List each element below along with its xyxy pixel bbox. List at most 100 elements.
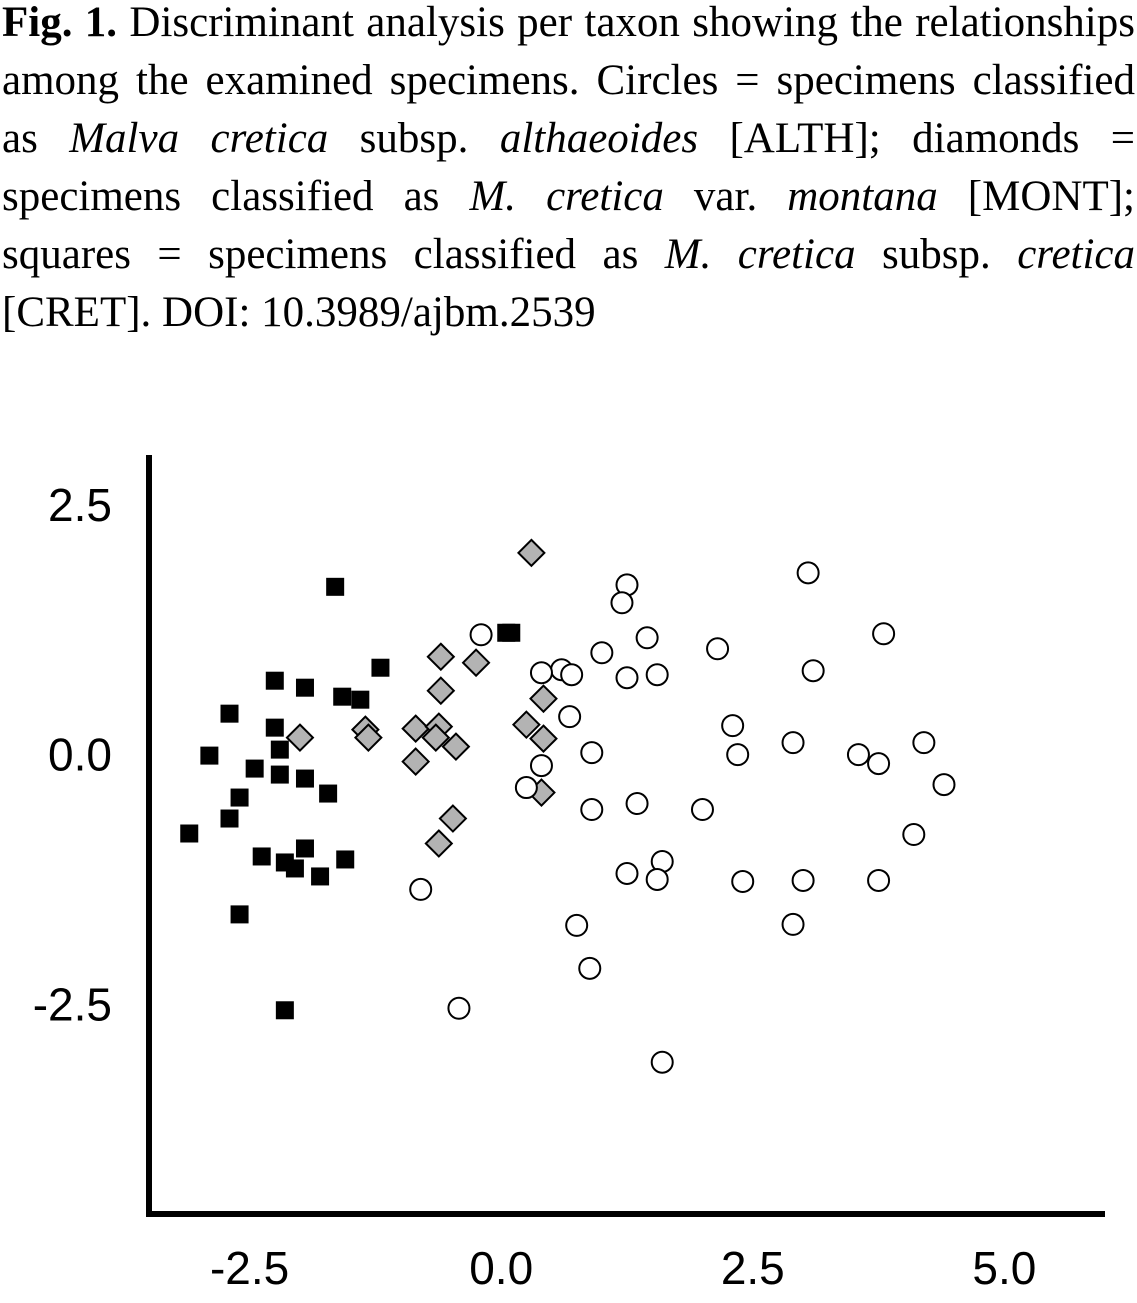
- square-point: [319, 784, 338, 803]
- circle-point: [558, 705, 582, 729]
- circle-point: [514, 776, 538, 800]
- circle-point: [580, 798, 604, 822]
- circle-point: [912, 731, 936, 755]
- caption-text-2: subsp.: [328, 115, 500, 162]
- diamond-point: [529, 684, 558, 714]
- square-point: [295, 678, 314, 697]
- diamond-point: [511, 710, 541, 740]
- square-point: [351, 690, 370, 709]
- diamond-point: [421, 723, 451, 753]
- diamond-point: [401, 714, 431, 744]
- circle-point: [560, 663, 584, 687]
- square-point: [371, 658, 390, 677]
- circle-point: [409, 877, 433, 901]
- circle-point: [447, 996, 471, 1020]
- x-tick-label: 5.0: [972, 1242, 1036, 1294]
- square-point: [220, 809, 239, 828]
- x-tick-labels: -2.5 0.0 2.5 5.0: [210, 1242, 1036, 1294]
- y-tick-label: 0.0: [48, 729, 112, 781]
- circle-point: [781, 731, 805, 755]
- circle-point: [635, 626, 659, 650]
- circle-point: [902, 823, 926, 846]
- circle-point: [796, 561, 820, 585]
- circle-point: [469, 623, 493, 647]
- circle-point: [801, 659, 825, 683]
- caption-text-7: [CRET]. DOI: 10.3989/ajbm.2539: [2, 289, 596, 336]
- y-tick-label: -2.5: [33, 978, 112, 1030]
- caption-taxon-6: cretica: [1017, 231, 1136, 278]
- circle-point: [721, 714, 745, 738]
- diamond-point: [353, 723, 383, 753]
- square-point: [180, 824, 199, 843]
- circle-point: [731, 869, 755, 893]
- circle-point: [706, 637, 730, 661]
- square-point: [497, 623, 516, 642]
- square-point: [200, 746, 219, 765]
- x-tick-label: -2.5: [210, 1242, 289, 1294]
- caption-taxon-1: Malva cretica: [69, 115, 329, 162]
- diamond-point: [516, 538, 546, 568]
- circle-point: [791, 868, 815, 892]
- square-point: [326, 577, 345, 596]
- caption-text-4: var.: [663, 173, 788, 220]
- square-point: [245, 759, 264, 778]
- square-point: [230, 905, 249, 924]
- caption-taxon-3: M. cretica: [469, 173, 664, 220]
- caption-taxon-4: montana: [787, 173, 938, 220]
- circle-point: [846, 743, 870, 767]
- circle-point: [932, 773, 956, 797]
- circle-point: [625, 792, 649, 816]
- diamond-point: [426, 642, 456, 672]
- caption-taxon-2: althaeoides: [499, 115, 699, 162]
- square-point: [285, 859, 304, 878]
- square-point: [265, 718, 284, 737]
- circle-point: [580, 741, 604, 765]
- square-point: [220, 704, 239, 723]
- circle-point: [565, 913, 589, 937]
- figure-number: Fig. 1.: [2, 0, 118, 46]
- circle-point: [867, 752, 891, 776]
- circle-point: [645, 663, 669, 687]
- circle-point: [690, 798, 714, 822]
- diamond-point: [426, 676, 456, 706]
- diamond-point: [401, 747, 431, 777]
- x-tick-label: 0.0: [469, 1242, 533, 1294]
- figure-caption: Fig. 1. Discriminant analysis per taxon …: [2, 0, 1135, 342]
- circle-point: [610, 591, 634, 615]
- circle-point: [650, 1050, 674, 1074]
- square-point: [270, 740, 289, 759]
- circle-point: [872, 622, 896, 646]
- circle-point: [781, 912, 805, 936]
- square-point: [336, 850, 355, 869]
- caption-taxon-5: M. cretica: [664, 231, 856, 278]
- circle-point: [645, 867, 669, 891]
- diamond-point: [529, 724, 558, 754]
- circle-point: [529, 754, 553, 778]
- square-point: [295, 839, 314, 858]
- square-point: [333, 687, 352, 706]
- diamond-point: [438, 804, 468, 833]
- square-point: [295, 769, 314, 788]
- square-point: [265, 671, 284, 690]
- data-points: [180, 538, 956, 1074]
- y-tick-label: 2.5: [48, 479, 112, 531]
- diamond-point: [424, 829, 454, 858]
- caption-text-5: [MONT]; squares = specimens classified a…: [2, 173, 1135, 278]
- circle-point: [590, 641, 614, 665]
- diamond-point: [441, 732, 471, 762]
- circle-point: [726, 743, 750, 767]
- y-tick-labels: -2.5 0.0 2.5: [33, 479, 112, 1030]
- circle-point: [615, 666, 639, 690]
- caption-text-3: [ALTH]; diamonds = specimens classified …: [2, 115, 1136, 220]
- square-point: [252, 847, 271, 866]
- square-point: [230, 788, 249, 807]
- caption-text-6: subsp.: [855, 231, 1018, 278]
- circle-point: [578, 956, 602, 980]
- circle-point: [867, 868, 891, 892]
- square-point: [311, 867, 330, 886]
- diamond-point: [461, 648, 491, 678]
- square-point: [275, 1001, 294, 1020]
- caption-text-1: Discriminant analysis per taxon showing …: [2, 0, 1135, 162]
- circle-point: [529, 661, 553, 685]
